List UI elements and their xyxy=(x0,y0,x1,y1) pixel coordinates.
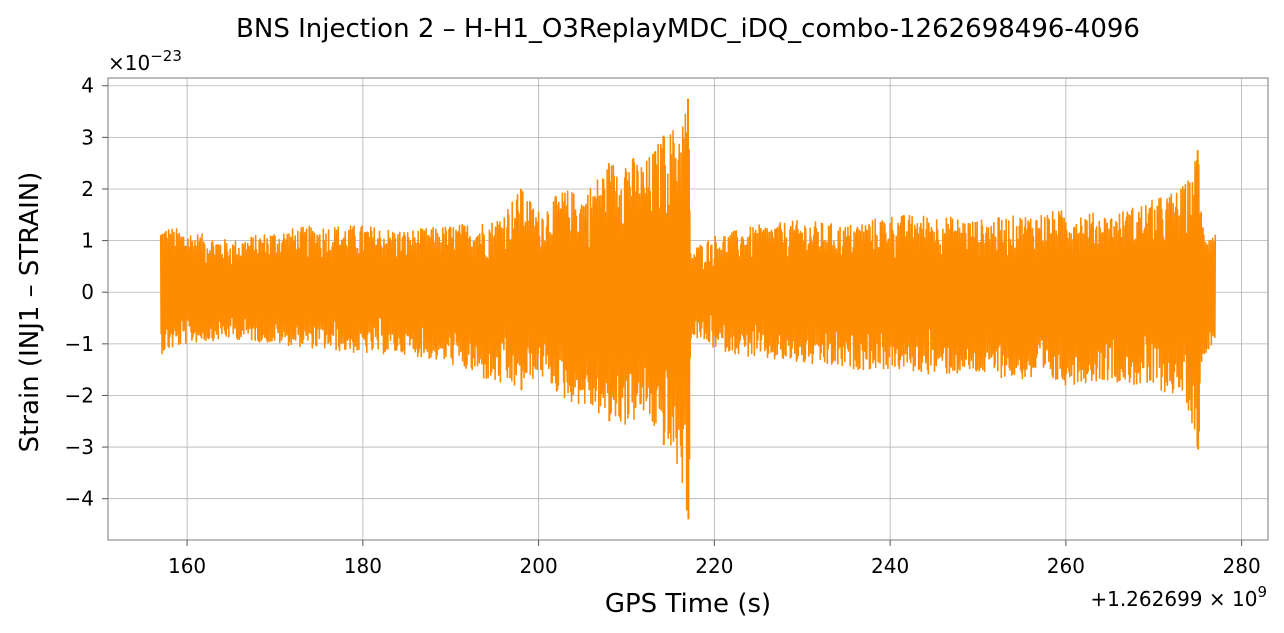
y-axis-label: Strain (INJ1 – STRAIN) xyxy=(15,172,45,453)
y-tick-label: 4 xyxy=(81,74,94,98)
y-tick-label: 3 xyxy=(81,125,94,149)
x-tick-label: 220 xyxy=(695,554,733,578)
y-tick-label: −3 xyxy=(65,435,94,459)
x-tick-label: 240 xyxy=(871,554,909,578)
y-tick-label: 0 xyxy=(81,280,94,304)
x-tick-label: 160 xyxy=(168,554,206,578)
y-scale-exponent: −23 xyxy=(150,47,182,65)
y-tick-label: −4 xyxy=(65,487,94,511)
chart-title: BNS Injection 2 – H-H1_O3ReplayMDC_iDQ_c… xyxy=(236,14,1140,44)
x-axis-label: GPS Time (s) xyxy=(605,589,771,619)
x-offset-exponent: 9 xyxy=(1257,583,1267,601)
x-tick-label: 280 xyxy=(1223,554,1261,578)
y-axis-ticks: −4 −3 −2 −1 0 1 2 3 4 xyxy=(65,74,108,511)
y-tick-label: 1 xyxy=(81,229,94,253)
plot-frame xyxy=(107,77,1269,541)
x-axis-ticks: 160 180 200 220 240 260 280 xyxy=(168,540,1261,578)
x-offset-label: +1.262699 × 109 xyxy=(1090,583,1267,611)
y-tick-label: 2 xyxy=(81,177,94,201)
y-tick-label: −2 xyxy=(65,383,94,407)
x-offset-base: +1.262699 × 10 xyxy=(1090,587,1257,611)
x-tick-label: 200 xyxy=(520,554,558,578)
strain-trace-peaks xyxy=(520,98,1201,520)
y-tick-label: −1 xyxy=(65,332,94,356)
x-tick-label: 180 xyxy=(344,554,382,578)
y-scale-times: ×10 xyxy=(108,51,150,75)
y-scale-label: ×10−23 xyxy=(108,47,182,75)
series-strain-trace xyxy=(159,98,1217,520)
x-tick-label: 260 xyxy=(1047,554,1085,578)
